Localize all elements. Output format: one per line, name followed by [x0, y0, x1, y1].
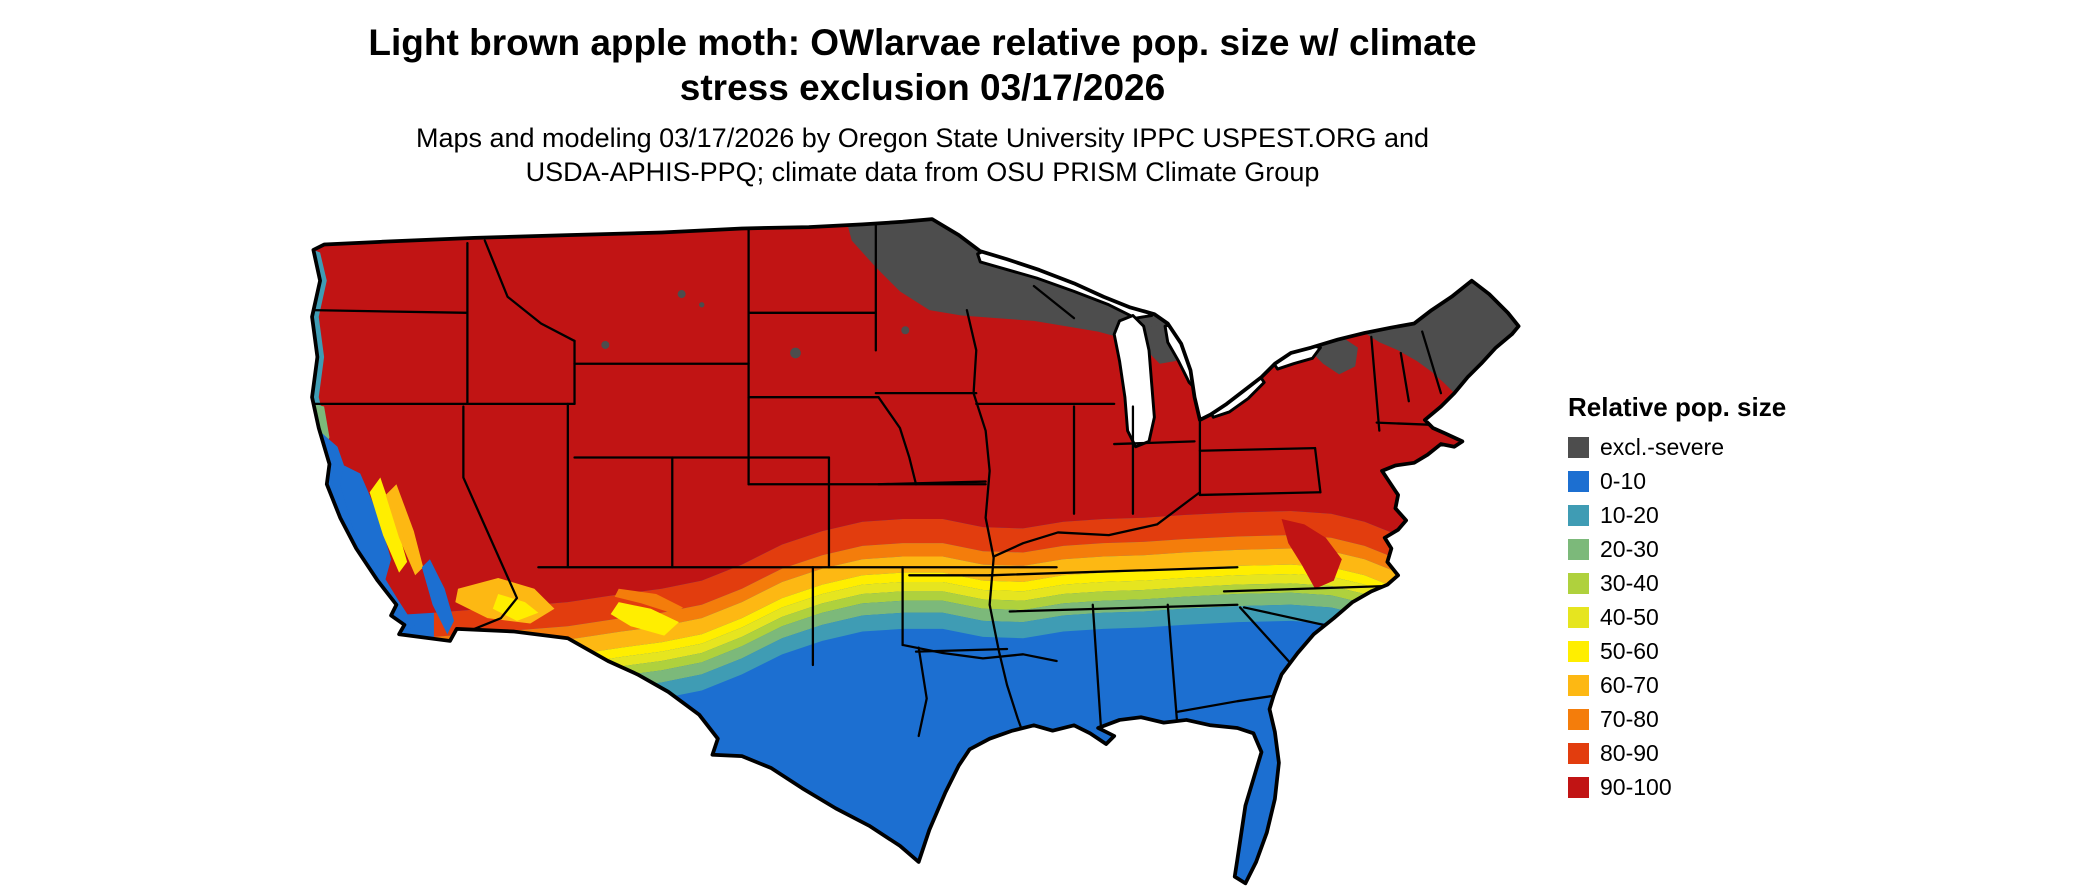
legend: Relative pop. size excl.-severe 0-10 10-20… — [1568, 392, 1898, 811]
map-subtitle-line2: USDA-APHIS-PPQ; climate data from OSU PR… — [525, 156, 1320, 187]
legend-item: 20-30 — [1568, 536, 1898, 562]
legend-item: excl.-severe — [1568, 434, 1898, 460]
legend-swatch — [1568, 573, 1589, 594]
legend-item: 60-70 — [1568, 672, 1898, 698]
legend-swatch — [1568, 471, 1589, 492]
legend-swatch — [1568, 675, 1589, 696]
legend-item: 80-90 — [1568, 740, 1898, 766]
legend-item: 40-50 — [1568, 604, 1898, 630]
legend-swatch — [1568, 607, 1589, 628]
legend-label: 20-30 — [1600, 536, 1659, 562]
legend-label: 60-70 — [1600, 672, 1659, 698]
legend-swatch — [1568, 437, 1589, 458]
legend-swatch — [1568, 743, 1589, 764]
map-title-line2: stress exclusion 03/17/2026 — [679, 67, 1166, 109]
legend-swatch — [1568, 641, 1589, 662]
legend-label: 50-60 — [1600, 638, 1659, 664]
legend-item: 90-100 — [1568, 774, 1898, 800]
map-subtitle-line1: Maps and modeling 03/17/2026 by Oregon S… — [415, 123, 1430, 153]
legend-item: 0-10 — [1568, 468, 1898, 494]
legend-rows: excl.-severe 0-10 10-20 20-30 30-40 40-50 50-6… — [1568, 434, 1898, 800]
legend-title: Relative pop. size — [1568, 392, 1787, 422]
legend-item: 30-40 — [1568, 570, 1898, 596]
legend-swatch — [1568, 505, 1589, 526]
legend-item: 70-80 — [1568, 706, 1898, 732]
map-title-line1: Light brown apple moth: OWlarvae relativ… — [368, 22, 1477, 63]
map-subtitle: Maps and modeling 03/17/2026 by Oregon S… — [0, 122, 1845, 190]
legend-swatch — [1568, 539, 1589, 560]
us-map-svg — [310, 217, 1521, 886]
legend-label: 40-50 — [1600, 604, 1659, 630]
legend-swatch — [1568, 709, 1589, 730]
legend-swatch — [1568, 777, 1589, 798]
legend-item: 50-60 — [1568, 638, 1898, 664]
legend-item: 10-20 — [1568, 502, 1898, 528]
legend-label: 80-90 — [1600, 740, 1659, 766]
map-title: Light brown apple moth: OWlarvae relativ… — [0, 20, 1845, 110]
legend-label: 0-10 — [1600, 468, 1647, 494]
legend-label: 30-40 — [1600, 570, 1659, 596]
us-map — [300, 203, 1532, 886]
legend-label: 90-100 — [1600, 774, 1672, 800]
legend-label: excl.-severe — [1600, 434, 1724, 460]
legend-label: 70-80 — [1600, 706, 1659, 732]
legend-label: 10-20 — [1600, 502, 1659, 528]
